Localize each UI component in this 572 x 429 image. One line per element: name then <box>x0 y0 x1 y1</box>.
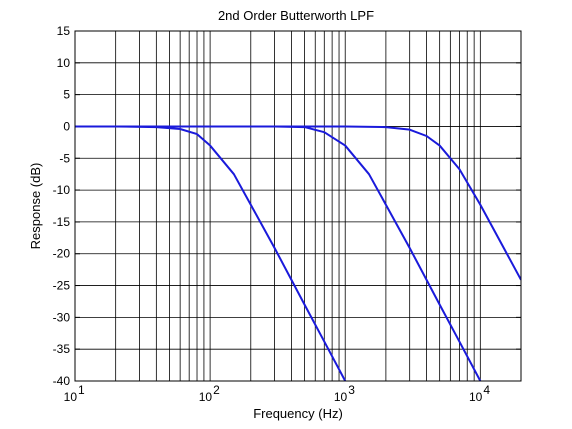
y-tick-label: -10 <box>53 183 71 197</box>
x-tick-base: 10 <box>334 390 348 404</box>
plot-frame <box>74 30 522 382</box>
x-tick-base: 10 <box>199 390 213 404</box>
x-tick-label: 10 2 <box>199 383 220 404</box>
y-tick-label: -5 <box>59 151 70 165</box>
x-tick-exponent: 3 <box>348 383 355 397</box>
x-tick-base: 10 <box>64 390 78 404</box>
x-axis-label: Frequency (Hz) <box>253 406 343 421</box>
chart-title: 2nd Order Butterworth LPF <box>218 8 374 23</box>
x-tick-label: 10 3 <box>334 383 355 404</box>
x-tick-labels: 10 1 10 2 10 3 10 4 <box>64 383 491 404</box>
x-tick-exponent: 4 <box>483 383 490 397</box>
y-tick-label: 15 <box>57 24 71 38</box>
y-tick-label: -20 <box>53 247 71 261</box>
y-tick-label: -35 <box>53 342 71 356</box>
y-tick-labels: 15 10 5 0 -5 -10 -15 -20 -25 -30 -35 -40 <box>53 24 71 388</box>
x-tick-label: 10 1 <box>64 383 85 404</box>
x-tick-exponent: 1 <box>78 383 85 397</box>
y-tick-label: 0 <box>63 119 70 133</box>
series-layer <box>75 125 521 381</box>
x-tick-exponent: 2 <box>213 383 220 397</box>
x-tick-label: 10 4 <box>469 383 490 404</box>
y-tick-label: -40 <box>53 374 71 388</box>
y-axis-label: Response (dB) <box>28 163 43 250</box>
x-tick-base: 10 <box>469 390 483 404</box>
y-tick-label: 5 <box>63 88 70 102</box>
y-tick-label: -15 <box>53 215 71 229</box>
series-line-3 <box>75 125 521 281</box>
y-tick-label: -25 <box>53 279 71 293</box>
y-tick-label: -30 <box>53 310 71 324</box>
y-tick-label: 10 <box>57 56 71 70</box>
